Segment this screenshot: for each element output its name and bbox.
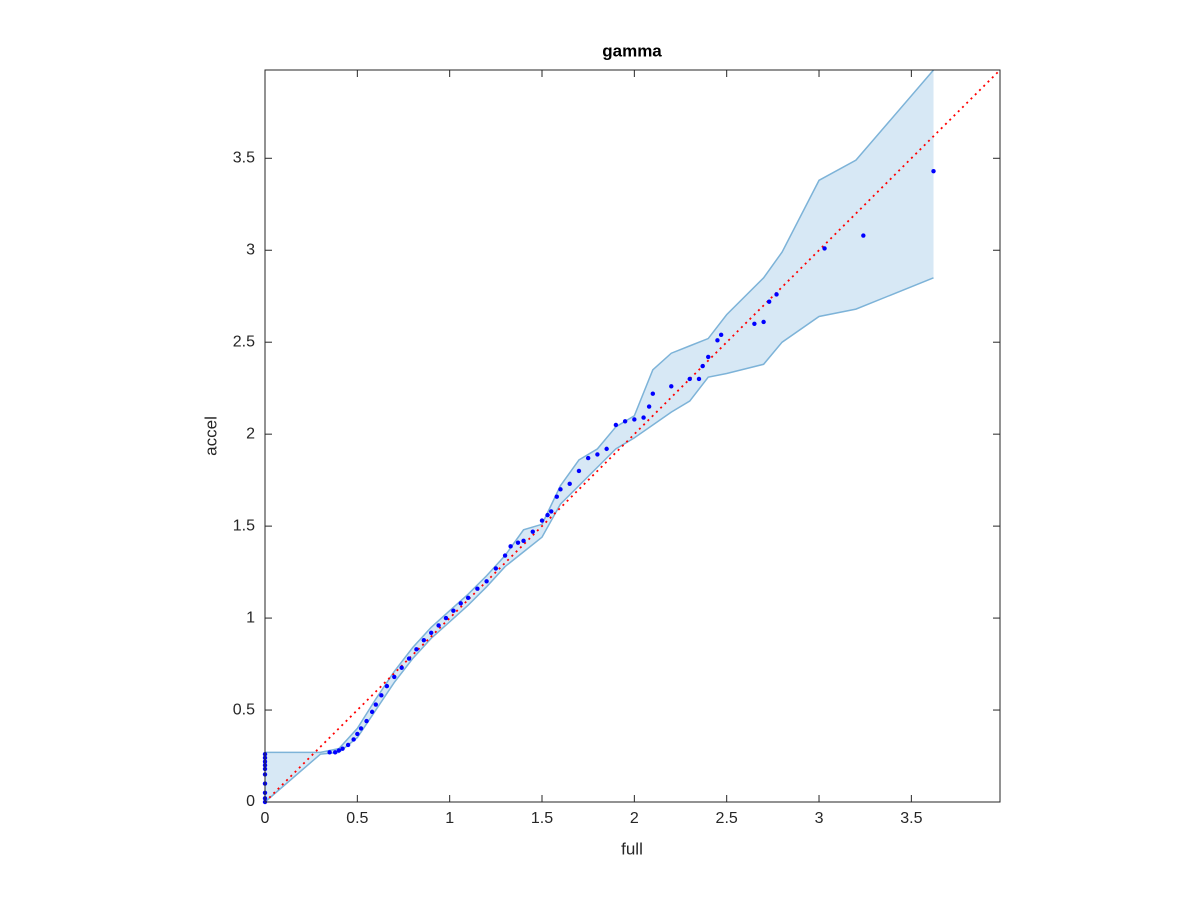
point (585, 455, 591, 461)
y-tick-label: 3.5 (233, 150, 255, 167)
point (475, 586, 480, 591)
point (493, 566, 499, 571)
point (545, 512, 550, 518)
point (355, 731, 360, 737)
point (336, 748, 342, 753)
x-tick-label: 3 (815, 810, 824, 827)
point (351, 737, 356, 742)
point (576, 468, 582, 474)
point (604, 446, 609, 452)
point (373, 702, 379, 707)
x-axis-label: full (621, 839, 643, 858)
point (530, 529, 535, 534)
axes-box (264, 69, 1001, 803)
point (327, 750, 332, 755)
point (632, 417, 637, 422)
point (521, 538, 526, 544)
point (761, 319, 766, 325)
point (554, 494, 559, 499)
point (429, 630, 434, 635)
point (567, 481, 572, 487)
x-tick-label: 2.5 (716, 810, 738, 827)
point (822, 246, 827, 251)
point (861, 233, 866, 238)
x-tick-label: 0 (261, 810, 270, 827)
y-tick-label: 2.5 (233, 333, 255, 350)
x-tick-label: 3.5 (900, 810, 922, 827)
point (650, 391, 656, 396)
y-tick-label: 1 (246, 609, 255, 626)
point (392, 674, 397, 680)
point (451, 608, 456, 613)
point (414, 647, 419, 652)
point (774, 292, 779, 297)
point (340, 746, 345, 751)
y-tick-label: 0.5 (233, 701, 255, 718)
point (700, 363, 705, 369)
point (752, 321, 757, 327)
point (379, 693, 384, 698)
point (549, 509, 554, 514)
point (465, 595, 471, 601)
point (421, 637, 427, 643)
band-lower (264, 277, 934, 803)
point (718, 332, 724, 338)
point (558, 487, 563, 492)
y-tick-label: 3 (246, 241, 255, 258)
point (931, 168, 936, 174)
y-tick-label: 1.5 (233, 517, 255, 534)
chart-title: gamma (602, 41, 662, 60)
point (766, 299, 772, 304)
point (443, 615, 449, 621)
point (458, 601, 463, 606)
point (595, 452, 600, 457)
point (345, 742, 351, 748)
band-upper (265, 69, 935, 754)
point (384, 683, 390, 689)
point (646, 404, 652, 409)
point (358, 726, 364, 731)
y-tick-label: 0 (246, 793, 255, 810)
point (332, 750, 338, 755)
point (687, 376, 692, 382)
x-tick-label: 0.5 (346, 810, 368, 827)
point (669, 384, 674, 389)
point (508, 544, 513, 549)
x-tick-label: 1.5 (531, 810, 553, 827)
point (436, 623, 441, 628)
point (706, 354, 711, 360)
point (364, 718, 369, 724)
x-tick-label: 1 (445, 810, 454, 827)
point (539, 518, 545, 523)
reference-line (264, 69, 1001, 803)
point (622, 419, 628, 424)
y-axis-label: accel (201, 416, 220, 456)
point (696, 376, 702, 382)
y-tick-label: 2 (246, 425, 255, 442)
point (399, 665, 404, 670)
point (484, 579, 489, 584)
point (406, 656, 412, 661)
point (613, 422, 619, 428)
point (641, 415, 646, 420)
x-tick-label: 2 (630, 810, 639, 827)
point (502, 553, 508, 558)
point (715, 338, 720, 343)
point (369, 709, 375, 715)
point (515, 540, 521, 545)
